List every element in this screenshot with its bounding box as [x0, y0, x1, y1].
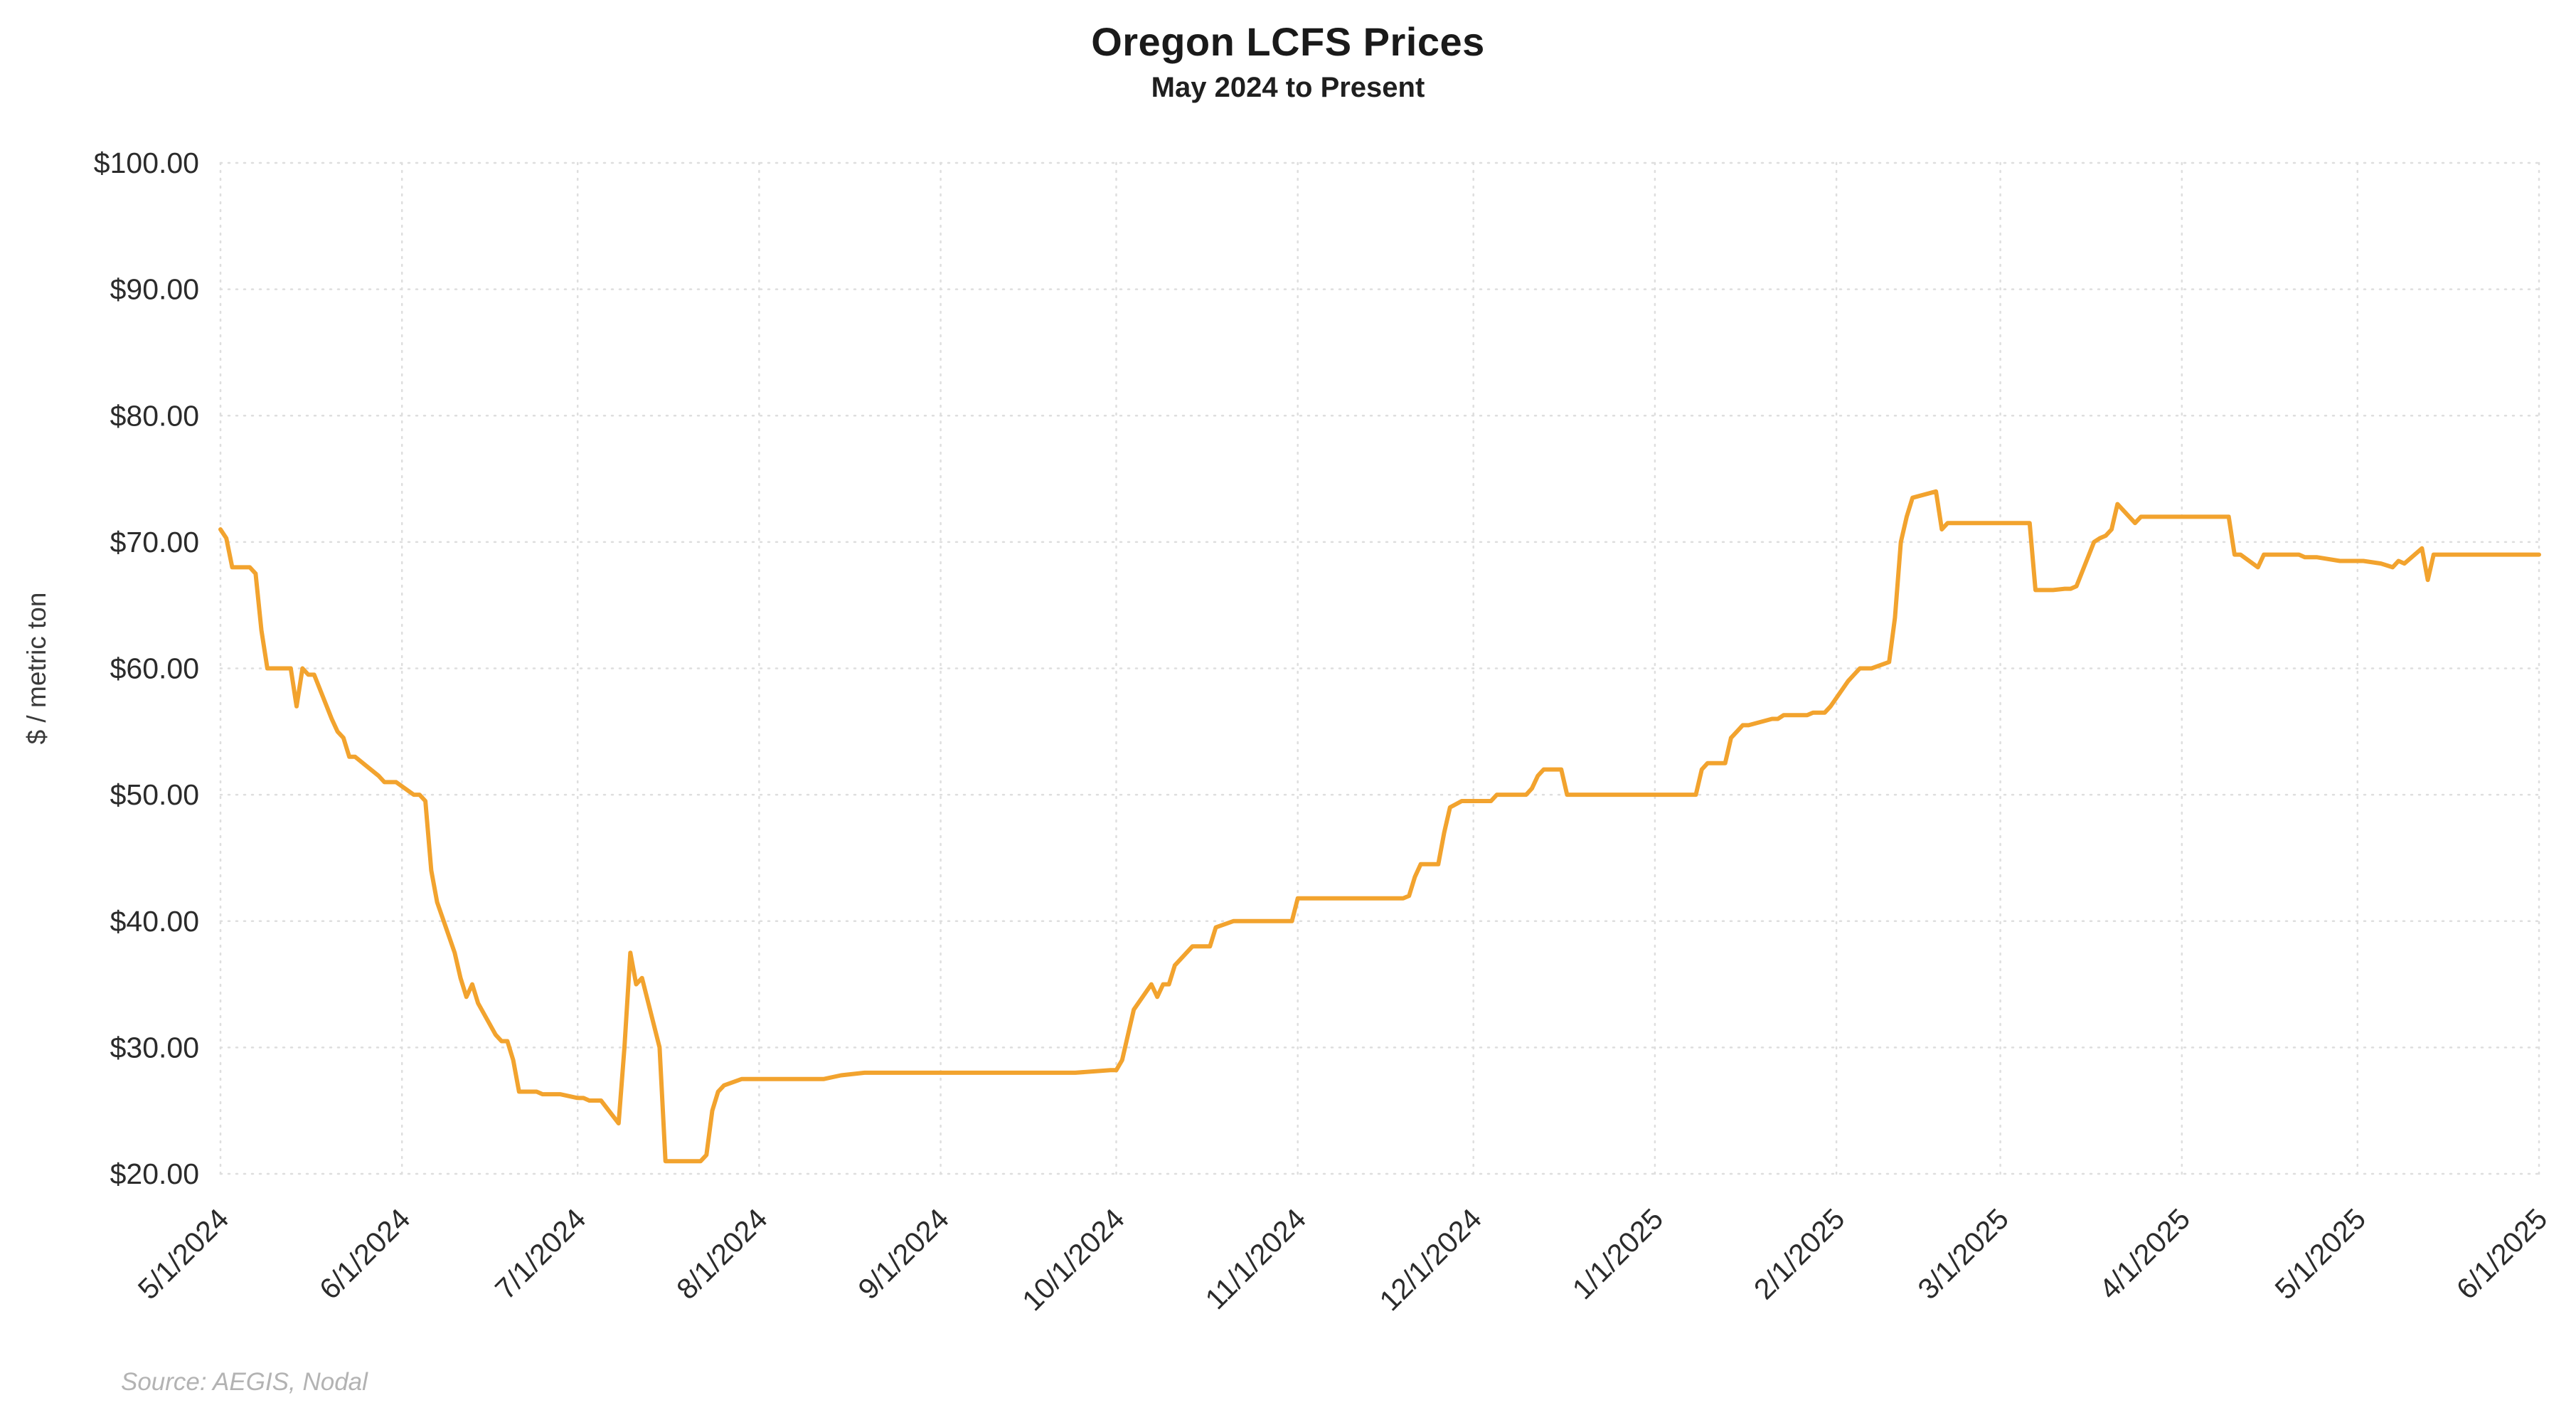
y-tick-label: $30.00: [110, 1031, 199, 1064]
y-tick-label: $90.00: [110, 273, 199, 306]
x-tick-label: 4/1/2025: [2093, 1202, 2196, 1305]
x-tick-label: 7/1/2024: [489, 1202, 592, 1305]
chart-subtitle: May 2024 to Present: [1151, 72, 1425, 103]
chart-header: Oregon LCFS Prices May 2024 to Present: [0, 18, 2576, 104]
x-tick-label: 9/1/2024: [852, 1202, 955, 1305]
y-tick-label: $100.00: [94, 147, 199, 179]
y-axis-title: $ / metric ton: [22, 593, 51, 745]
y-tick-label: $50.00: [110, 778, 199, 811]
x-tick-label: 12/1/2024: [1373, 1202, 1489, 1318]
x-tick-label: 2/1/2025: [1747, 1202, 1851, 1305]
x-tick-label: 5/1/2025: [2269, 1202, 2372, 1305]
x-tick-label: 10/1/2024: [1016, 1202, 1131, 1318]
y-tick-label: $80.00: [110, 399, 199, 432]
price-line: [218, 489, 2541, 1164]
x-tick-label: 8/1/2024: [670, 1202, 773, 1305]
y-tick-label: $60.00: [110, 652, 199, 685]
source-note: Source: AEGIS, Nodal: [121, 1368, 368, 1396]
chart-title: Oregon LCFS Prices: [1091, 19, 1485, 64]
y-tick-label: $70.00: [110, 526, 199, 558]
x-tick-label: 11/1/2024: [1199, 1202, 1312, 1315]
y-tick-label: $40.00: [110, 905, 199, 938]
x-tick-label: 3/1/2025: [1912, 1202, 2015, 1305]
y-tick-label: $20.00: [110, 1157, 199, 1190]
x-tick-label: 6/1/2025: [2450, 1202, 2553, 1305]
x-tick-label: 1/1/2025: [1566, 1202, 1669, 1305]
x-tick-label: 5/1/2024: [132, 1202, 235, 1305]
x-tick-label: 6/1/2024: [313, 1202, 416, 1305]
